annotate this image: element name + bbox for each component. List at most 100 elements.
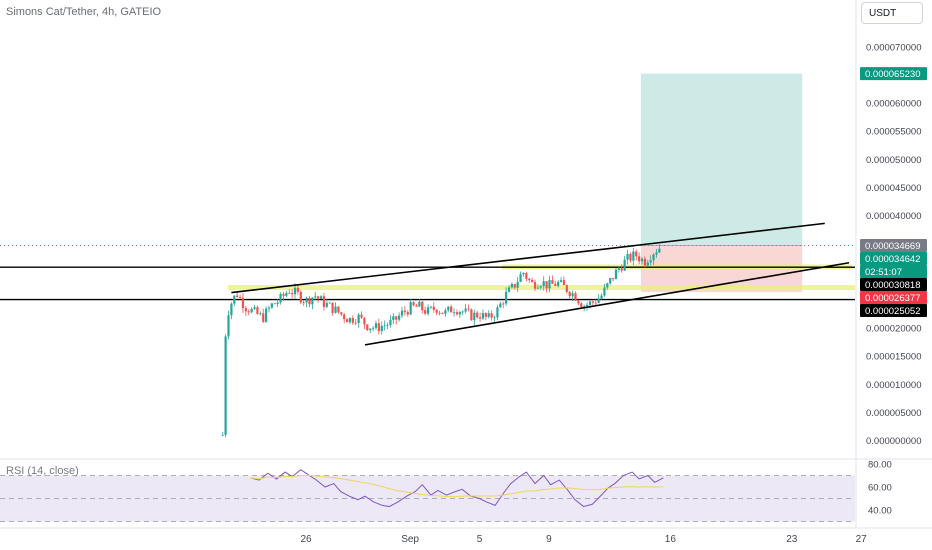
price-tick-label: 0.000070000 (866, 42, 921, 53)
candle-body (617, 268, 620, 270)
time-tick-label: 27 (856, 534, 868, 545)
rsi-tick-label: 40.00 (868, 506, 892, 517)
time-tick-label: Sep (401, 534, 419, 545)
candle-body (267, 307, 271, 309)
candle-body (522, 272, 525, 275)
candle-body (554, 283, 557, 286)
candle-body (487, 313, 490, 317)
candle-body (542, 281, 545, 287)
candle-body (551, 280, 554, 284)
candle-body (609, 278, 612, 284)
price-tick-label: 0.000000000 (866, 436, 921, 447)
candle-body (264, 308, 268, 322)
candle-body (230, 303, 233, 316)
candle-body (562, 280, 566, 286)
price-badge (860, 67, 927, 81)
candle-body (429, 306, 433, 308)
price-badge-label: 0.000065230 (865, 69, 920, 80)
candlestick-series (221, 244, 661, 438)
price-tick-label: 0.000040000 (866, 211, 921, 222)
price-badge-label: 0.000026377 (865, 293, 920, 304)
candle-body (646, 262, 649, 266)
price-tick-label: 0.000005000 (866, 408, 921, 419)
price-badge (860, 264, 927, 278)
candle-body (626, 253, 629, 260)
candle-body (594, 302, 597, 304)
candle-body (652, 254, 655, 261)
candle-body (299, 291, 302, 303)
time-tick-label: 9 (546, 534, 552, 545)
candle-body (484, 313, 487, 317)
candle-body (403, 310, 406, 313)
candle-body (571, 293, 574, 297)
candle-body (285, 293, 288, 296)
rsi-line (250, 469, 664, 508)
candle-body (241, 297, 245, 309)
candle-body (588, 301, 592, 305)
time-tick-label: 16 (665, 534, 677, 545)
price-badge (860, 290, 927, 304)
candle-body (640, 258, 644, 262)
candle-body (559, 280, 563, 282)
candle-body (270, 303, 273, 308)
candle-body (371, 327, 375, 329)
candle-body (432, 306, 435, 310)
candle-body (343, 314, 346, 320)
candle-body (533, 282, 537, 289)
time-tick-label: 5 (477, 534, 483, 545)
candle-body (334, 306, 337, 313)
candle-body (531, 280, 534, 283)
time-tick-label: 23 (786, 534, 798, 545)
price-badge (860, 303, 927, 317)
candle-body (273, 303, 276, 305)
candle-body (380, 325, 383, 332)
profit-zone (640, 73, 803, 246)
candle-body (441, 312, 444, 314)
candle-body (603, 287, 606, 296)
candle-body (291, 293, 294, 295)
candle-body (502, 303, 505, 305)
candle-body (395, 316, 398, 320)
candle-body (302, 302, 305, 304)
price-tick-label: 0.000060000 (866, 99, 921, 110)
price-tick-label: 0.000010000 (866, 380, 921, 391)
candle-body (473, 312, 476, 321)
candle-body (366, 324, 369, 331)
candle-body (545, 281, 548, 289)
candle-body (583, 306, 586, 308)
candle-body (611, 278, 615, 280)
candle-body (505, 291, 508, 304)
candle-body (250, 308, 253, 313)
rsi-pane: 80.00 60.00 40.00 (0, 460, 892, 522)
candle-body (325, 302, 328, 307)
candle-body (389, 319, 392, 326)
candle-body (519, 274, 522, 282)
candle-body (452, 312, 456, 313)
candle-body (565, 285, 568, 292)
candle-body (458, 311, 461, 315)
candle-body (412, 302, 415, 306)
trendlines (231, 222, 850, 346)
trendline (364, 261, 850, 346)
candle-body (476, 312, 479, 318)
candle-body (244, 308, 247, 312)
candle-body (481, 313, 485, 319)
currency-button[interactable]: USDT (861, 2, 923, 24)
candle-body (606, 283, 609, 288)
candle-body (435, 309, 438, 313)
time-axis: 26 Sep 5 9 16 23 27 (300, 534, 867, 545)
candle-body (279, 294, 282, 303)
candle-body (377, 323, 380, 332)
candle-body (620, 268, 623, 271)
candle-body (643, 258, 647, 266)
candle-body (426, 307, 430, 314)
candle-body (348, 317, 352, 323)
candle-body (528, 278, 531, 281)
price-badge-label: 0.000034642 (865, 254, 920, 265)
candle-body (490, 313, 493, 318)
rsi-indicator-title: RSI (14, close) (6, 465, 79, 477)
position-zones (640, 73, 803, 293)
candle-body (331, 302, 334, 313)
candle-body (259, 313, 262, 315)
